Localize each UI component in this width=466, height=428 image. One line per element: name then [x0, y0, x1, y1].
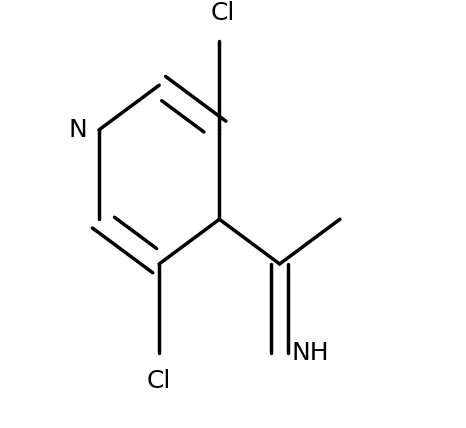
Text: NH: NH: [291, 342, 329, 366]
Text: Cl: Cl: [211, 1, 235, 25]
Text: Cl: Cl: [147, 369, 171, 393]
Text: N: N: [69, 118, 87, 142]
